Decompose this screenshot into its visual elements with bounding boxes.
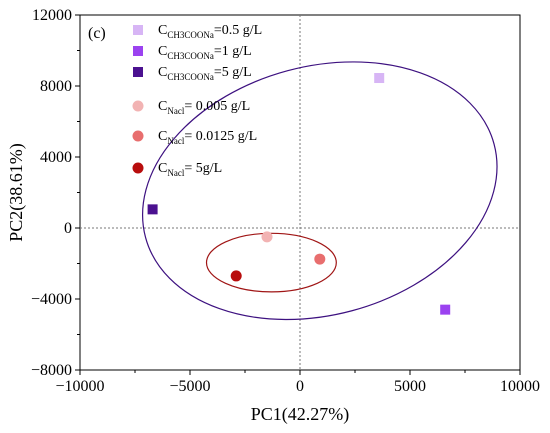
x-tick-label: 0 <box>296 378 304 395</box>
y-tick-label: 8000 <box>40 78 72 95</box>
data-point-3 <box>261 231 273 243</box>
y-tick-label: 4000 <box>40 149 72 166</box>
data-point-5 <box>230 270 242 282</box>
y-tick-label: −4000 <box>31 291 72 308</box>
reference-lines <box>80 15 520 370</box>
x-tick-label: 10000 <box>500 378 540 395</box>
legend-label: CNacl= 0.0125 g/L <box>158 129 257 146</box>
confidence-ellipse-0 <box>142 61 498 321</box>
y-tick-label: 0 <box>64 220 72 237</box>
legend-label: CNacl= 5g/L <box>158 161 222 178</box>
legend-label: CCH3COONa=1 g/L <box>158 44 252 61</box>
data-point-1 <box>440 304 451 315</box>
legend-swatch <box>133 46 143 56</box>
confidence-ellipse-1 <box>205 232 337 293</box>
y-axis-ticks: −8000 −4000 0 4000 8000 12000 <box>31 7 80 379</box>
panel-label: (c) <box>88 25 106 42</box>
legend-swatch <box>132 100 144 112</box>
x-axis-title: PC1(42.27%) <box>251 404 350 425</box>
y-tick-label: 12000 <box>32 7 72 24</box>
x-tick-label: −5000 <box>169 378 210 395</box>
data-points <box>147 73 451 315</box>
legend-label: CNacl= 0.005 g/L <box>158 99 250 116</box>
legend-swatch <box>133 25 143 35</box>
legend-swatch <box>132 130 144 142</box>
legend-swatch <box>133 67 143 77</box>
confidence-ellipses <box>142 61 498 321</box>
data-point-0 <box>374 73 385 84</box>
y-tick-label: −8000 <box>31 362 72 379</box>
legend: CCH3COONa=0.5 g/L CCH3COONa=1 g/L CCH3COON… <box>132 23 262 178</box>
x-tick-label: −10000 <box>55 378 104 395</box>
legend-label: CCH3COONa=5 g/L <box>158 65 252 82</box>
x-axis-ticks: −10000 −5000 0 5000 10000 <box>55 370 540 395</box>
y-axis-title: PC2(38.61%) <box>6 143 27 242</box>
legend-label: CCH3COONa=0.5 g/L <box>158 23 262 40</box>
data-point-4 <box>314 253 326 265</box>
data-point-2 <box>147 204 158 215</box>
x-tick-label: 5000 <box>394 378 426 395</box>
legend-swatch <box>132 162 144 174</box>
